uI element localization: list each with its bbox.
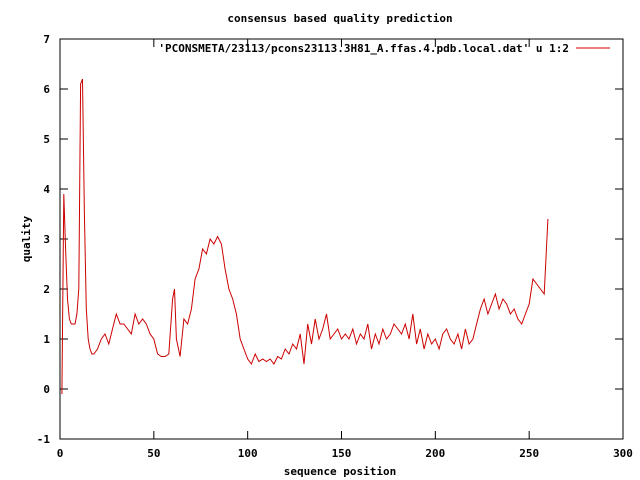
y-tick-label: 6 <box>43 83 50 96</box>
series-line <box>61 78 549 395</box>
y-axis-label: quality <box>20 215 33 262</box>
x-tick-label: 50 <box>147 447 160 460</box>
x-tick-label: 100 <box>238 447 258 460</box>
x-tick-label: 0 <box>57 447 64 460</box>
legend-label: 'PCONSMETA/23113/pcons23113.3H81_A.ffas.… <box>158 42 569 55</box>
y-tick-label: 3 <box>43 233 50 246</box>
x-tick-label: 250 <box>519 447 539 460</box>
x-axis-label: sequence position <box>284 465 397 478</box>
y-tick-label: 1 <box>43 333 50 346</box>
x-tick-label: 200 <box>425 447 445 460</box>
y-tick-label: -1 <box>37 433 51 446</box>
axis-ticks: -1 0 1 2 3 4 5 6 7 0 50 100 150 200 250 300 <box>37 33 633 460</box>
plot-frame <box>59 38 624 440</box>
x-tick-label: 150 <box>332 447 352 460</box>
y-tick-label: 2 <box>43 283 50 296</box>
x-tick-label: 300 <box>613 447 633 460</box>
y-tick-label: 7 <box>43 33 50 46</box>
y-tick-label: 4 <box>43 183 50 196</box>
chart-title: consensus based quality prediction <box>227 12 452 25</box>
y-tick-label: 0 <box>43 383 50 396</box>
y-tick-label: 5 <box>43 133 50 146</box>
